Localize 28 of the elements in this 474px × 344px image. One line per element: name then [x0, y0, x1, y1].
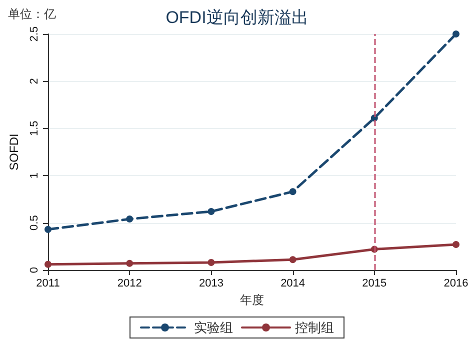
x-tick-label: 2016: [444, 278, 468, 290]
legend-label: 实验组: [194, 320, 233, 335]
x-tick-label: 2013: [198, 278, 224, 290]
chart-title: OFDI逆向创新溢出: [166, 8, 308, 27]
x-tick-label: 2014: [280, 278, 306, 290]
y-tick-label: 0: [28, 266, 40, 274]
y-axis-title: SOFDI: [7, 134, 21, 170]
point: [126, 260, 134, 267]
point: [126, 216, 134, 223]
point: [208, 208, 215, 215]
y-tick-label: 2: [28, 78, 40, 84]
point: [452, 241, 460, 248]
text: 单位：亿: [8, 7, 56, 21]
point: [44, 226, 52, 233]
point: [452, 30, 460, 38]
point: [289, 256, 296, 264]
point: [208, 258, 215, 266]
y-tick-label: 1: [28, 172, 40, 179]
point: [44, 260, 52, 268]
x-axis-title: 年度: [240, 292, 264, 307]
legend-label: 控制组: [295, 320, 334, 335]
x-tick-label: 2011: [36, 278, 60, 290]
x-tick-label: 2015: [362, 278, 387, 290]
y-tick-label: 0.5: [28, 215, 40, 230]
point: [289, 188, 296, 196]
x-tick-label: 2012: [117, 278, 142, 290]
y-tick-label: 2.5: [28, 26, 40, 42]
y-tick-label: 1.5: [28, 120, 40, 136]
